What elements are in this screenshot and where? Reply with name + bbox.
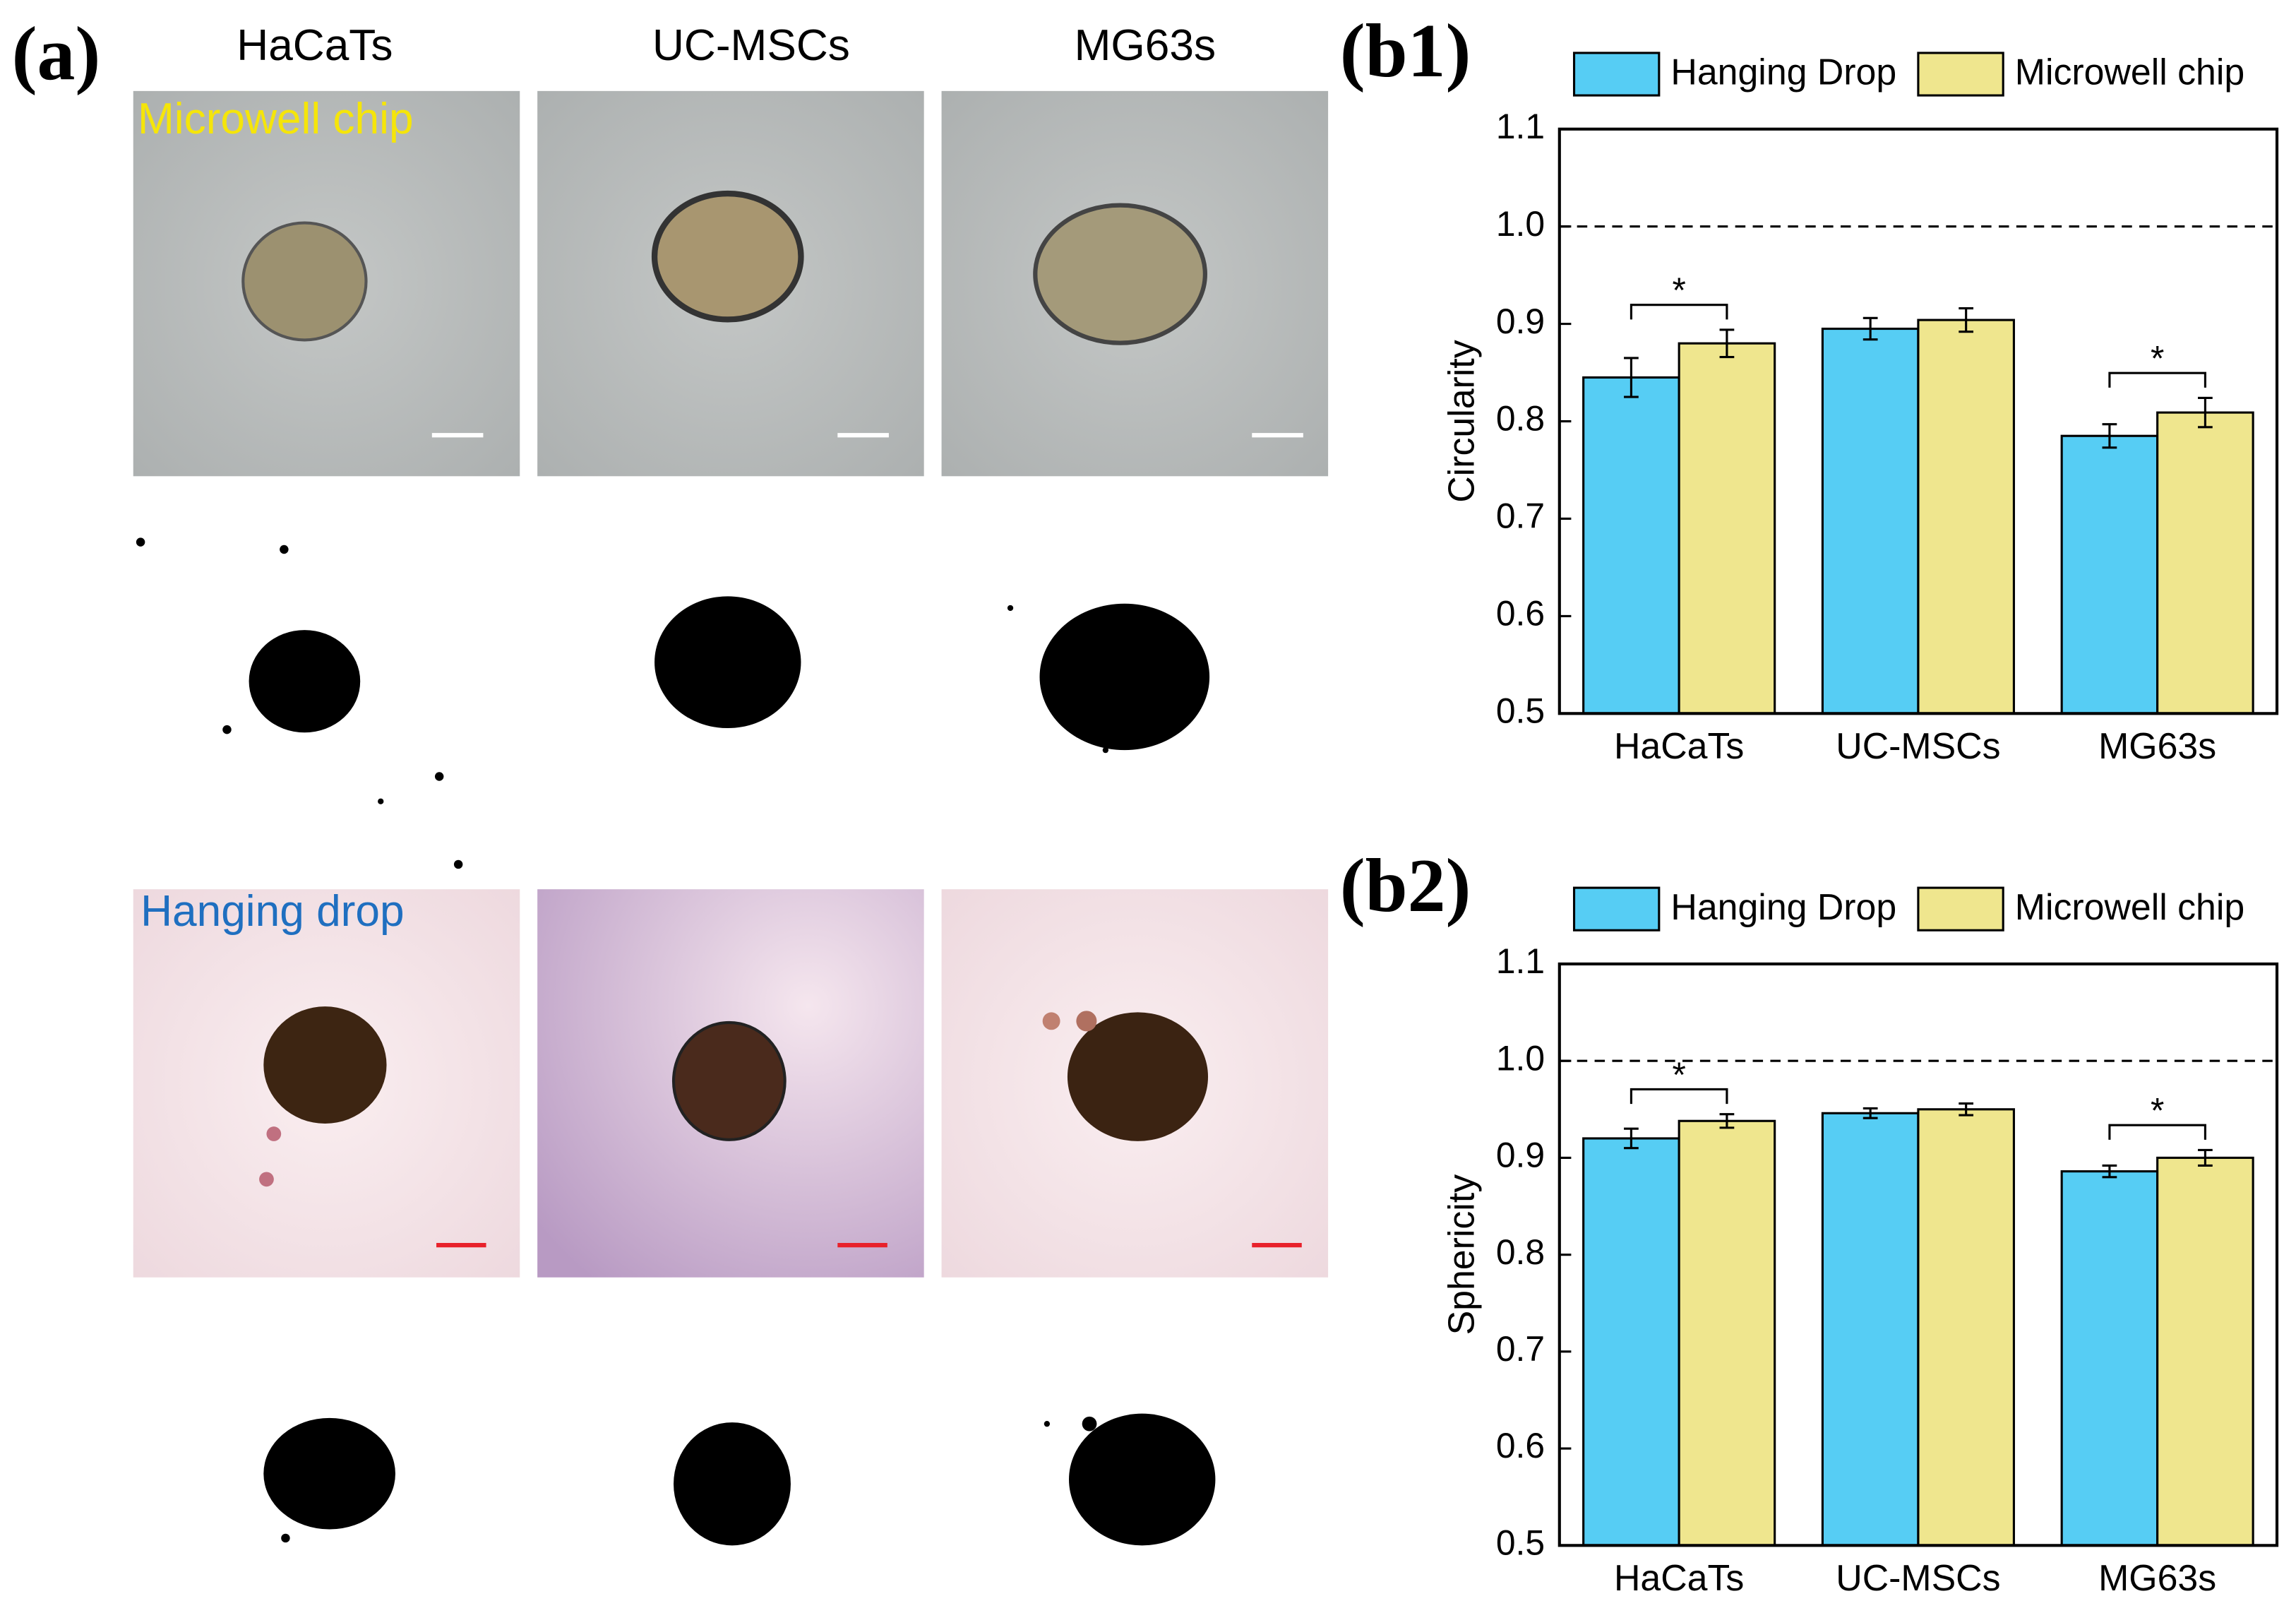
significance-label: * [2151,339,2164,379]
column-label: MG63s [1075,21,1216,70]
error-bar [1624,1127,1639,1150]
error-bar [2102,423,2117,449]
bar [2060,1170,2159,1547]
x-tick-label: HaCaTs [1614,725,1744,766]
error-bar [1862,316,1878,341]
y-tick-label: 0.5 [1496,1523,1545,1562]
column-label: UC-MSCs [652,21,850,70]
panel-label: (a) [12,12,101,96]
y-tick-label: 0.6 [1496,1426,1545,1465]
bar [1678,342,1776,715]
micrograph-row [133,889,1329,1278]
column-label: HaCaTs [237,21,393,70]
x-tick-label: MG63s [2098,725,2216,766]
bar [1917,1108,2015,1547]
binary-row [263,1413,1216,1546]
y-tick-label: 0.9 [1496,302,1545,341]
bar [1678,1119,1776,1547]
plot-frame [1557,127,2279,715]
y-axis-label: Circularity [1441,340,1482,502]
bar [1582,1137,1680,1547]
error-bar [2102,1164,2117,1179]
panel-label: (b1) [1340,9,1471,93]
y-tick-label: 1.1 [1496,107,1545,146]
y-tick-label: 1.1 [1496,941,1545,981]
error-bar [1719,328,1735,359]
y-tick-label: 0.6 [1496,594,1545,633]
y-tick-label: 1.0 [1496,1038,1545,1078]
y-tick-label: 0.7 [1496,496,1545,536]
legend-label: Hanging Drop [1670,52,1896,93]
legend-swatch [1917,886,2004,932]
legend-label: Hanging Drop [1670,886,1896,927]
error-bar [1959,307,1974,333]
image-label: Microwell chip [138,95,414,143]
y-tick-label: 0.5 [1496,691,1545,730]
bar [1821,327,1920,715]
y-tick-label: 0.7 [1496,1329,1545,1369]
error-bar [1862,1107,1878,1119]
y-tick-label: 0.8 [1496,399,1545,439]
error-bar [1959,1102,1974,1117]
binary-row [136,537,1210,869]
bar [1821,1112,1920,1547]
panel-label: (b2) [1340,844,1471,928]
error-bar [1624,357,1639,398]
bar [2156,411,2254,715]
plot-frame [1557,962,2279,1547]
x-tick-label: MG63s [2098,1557,2216,1598]
y-axis-label: Sphericity [1441,1174,1482,1335]
significance-bracket [2108,1124,2206,1140]
legend-label: Microwell chip [2015,52,2244,93]
y-tick-label: 1.0 [1496,204,1545,244]
legend-swatch [1917,52,2004,97]
x-tick-label: UC-MSCs [1836,725,2000,766]
x-tick-label: UC-MSCs [1836,1557,2000,1598]
significance-bracket [2108,371,2206,388]
legend-label: Microwell chip [2015,886,2244,927]
legend-swatch [1572,886,1661,932]
significance-label: * [1672,1055,1685,1095]
error-bar [1719,1113,1735,1129]
image-label: Hanging drop [140,887,405,936]
y-tick-label: 0.8 [1496,1232,1545,1272]
legend-swatch [1572,52,1661,97]
significance-bracket [1630,1088,1728,1105]
bar [2060,434,2159,715]
error-bar [2198,1148,2213,1167]
bar [1917,319,2015,715]
significance-bracket [1630,304,1728,320]
significance-label: * [2151,1091,2164,1131]
bar [1582,376,1680,715]
error-bar [2198,396,2213,429]
x-tick-label: HaCaTs [1614,1557,1744,1598]
bar [2156,1156,2254,1547]
y-tick-label: 0.9 [1496,1136,1545,1175]
significance-label: * [1672,270,1685,310]
micrograph-row [133,90,1329,477]
